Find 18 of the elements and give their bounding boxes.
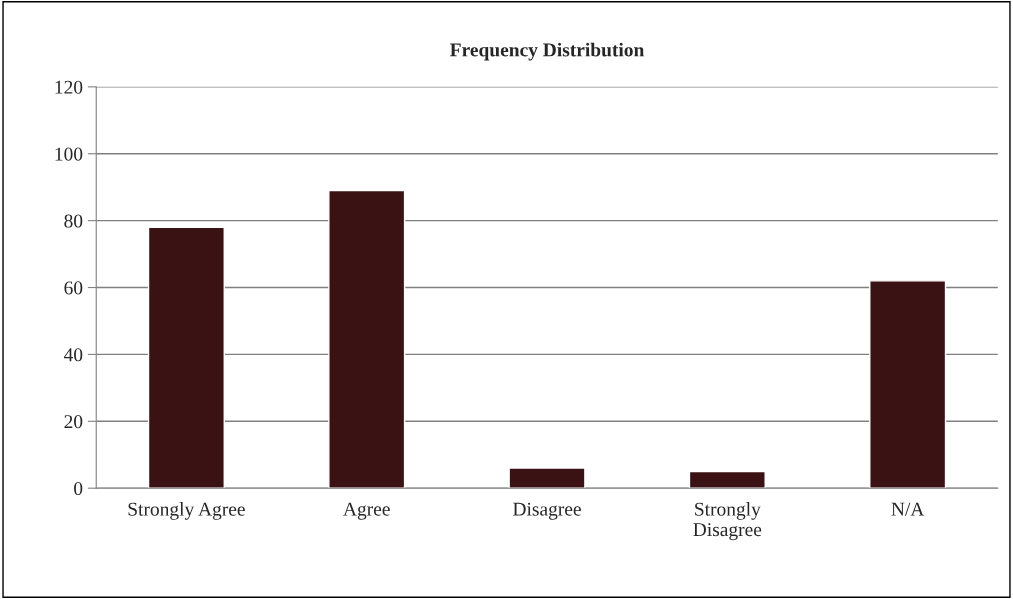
- bar: [869, 280, 947, 489]
- x-tick-label: Strongly Agree: [128, 502, 245, 520]
- x-tick-label: N/A: [891, 502, 925, 516]
- chart-title: Frequency Distribution: [450, 42, 645, 61]
- y-tick-label: 20: [64, 415, 83, 429]
- y-tick-label: 60: [64, 281, 83, 295]
- bar: [147, 226, 225, 489]
- bar: [688, 470, 766, 489]
- y-tick-label: 40: [63, 348, 83, 362]
- y-tick-label: 100: [55, 147, 83, 161]
- y-tick-label: 120: [55, 80, 83, 94]
- y-tick-label: 80: [64, 214, 83, 228]
- bar: [508, 467, 586, 489]
- bar: [328, 189, 406, 489]
- x-tick-label: Disagree: [513, 502, 581, 520]
- y-tick-label: 0: [74, 482, 83, 496]
- x-tick-label: Strongly Disagree: [693, 502, 762, 541]
- x-tick-label: Agree: [343, 502, 390, 520]
